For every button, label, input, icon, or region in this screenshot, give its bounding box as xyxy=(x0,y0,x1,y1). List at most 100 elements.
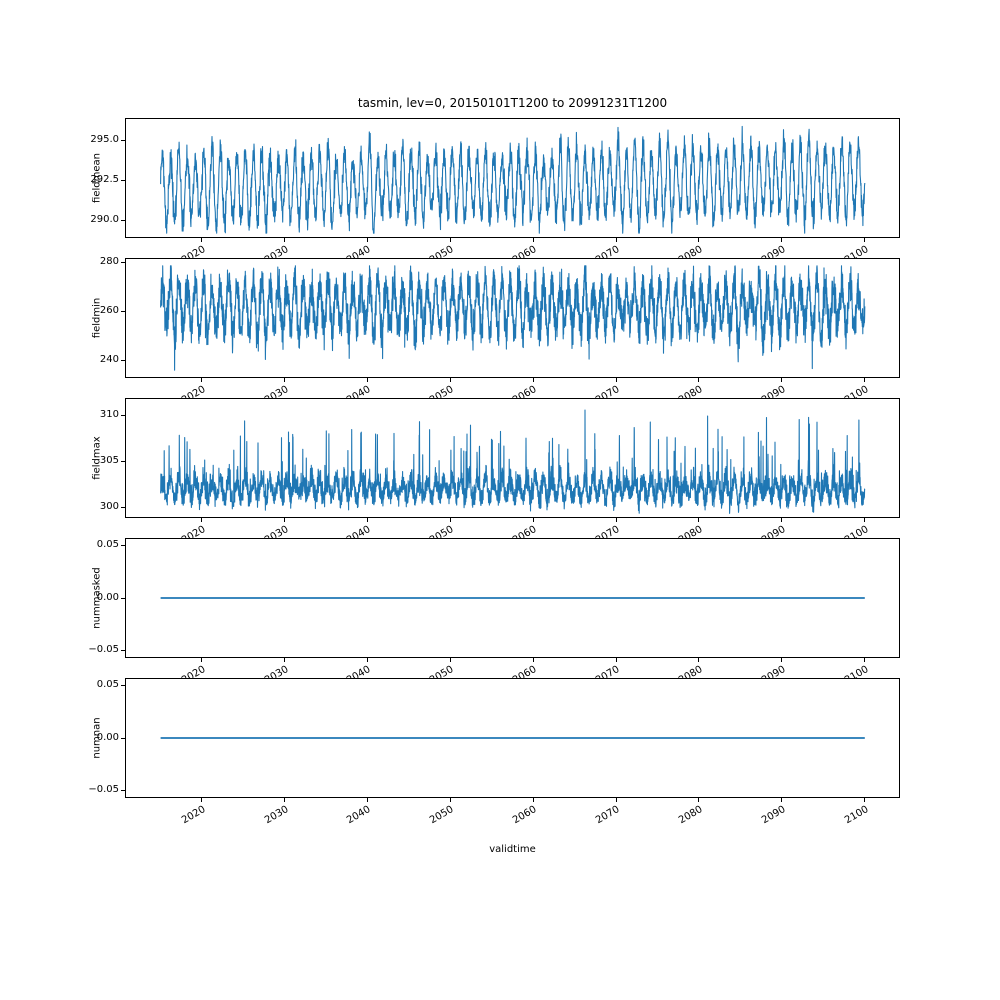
y-tick-mark xyxy=(121,789,125,791)
series-fieldmin xyxy=(160,265,866,371)
axes-spines xyxy=(125,398,900,518)
x-tick-mark xyxy=(284,798,286,802)
y-tick-label: 0.00 xyxy=(96,591,119,603)
y-tick-mark xyxy=(121,737,125,739)
y-tick-mark xyxy=(121,360,125,362)
y-tick-mark xyxy=(121,597,125,599)
y-tick-mark xyxy=(121,179,125,181)
y-tick-label: 260 xyxy=(99,305,119,317)
axes-spines xyxy=(125,538,900,658)
x-tick-mark xyxy=(449,798,451,802)
series-fieldmax xyxy=(160,409,866,514)
x-tick-mark xyxy=(698,798,700,802)
x-tick-mark xyxy=(201,798,203,802)
x-tick-label: 2030 xyxy=(262,804,291,827)
y-tick-label: 290.0 xyxy=(90,213,119,225)
y-tick-label: 292.5 xyxy=(90,173,119,185)
y-tick-label: 0.00 xyxy=(96,731,119,743)
x-tick-mark xyxy=(615,658,617,662)
x-tick-mark xyxy=(201,378,203,382)
x-tick-mark xyxy=(864,658,866,662)
x-tick-mark xyxy=(864,378,866,382)
axes-spines xyxy=(125,118,900,238)
y-axis-label-fieldmin: fieldmin xyxy=(91,297,103,339)
y-tick-mark xyxy=(121,506,125,508)
x-tick-mark xyxy=(615,378,617,382)
x-tick-mark xyxy=(449,238,451,242)
x-tick-mark xyxy=(284,238,286,242)
x-tick-label: 2100 xyxy=(842,804,871,827)
x-tick-mark xyxy=(449,658,451,662)
x-tick-label: 2050 xyxy=(428,804,456,827)
y-tick-mark xyxy=(121,311,125,313)
x-tick-mark xyxy=(366,378,368,382)
x-tick-mark xyxy=(781,798,783,802)
y-tick-mark xyxy=(121,414,125,416)
x-tick-mark xyxy=(615,518,617,522)
x-tick-mark xyxy=(781,238,783,242)
chart-title: tasmin, lev=0, 20150101T1200 to 20991231… xyxy=(357,96,668,110)
y-tick-label: 240 xyxy=(99,354,119,366)
series-fieldmean xyxy=(160,125,866,234)
x-tick-label: 2020 xyxy=(179,804,208,827)
x-tick-mark xyxy=(615,238,617,242)
x-tick-mark xyxy=(284,378,286,382)
y-tick-label: −0.05 xyxy=(88,643,119,655)
axes-spines xyxy=(125,258,900,378)
x-tick-mark xyxy=(532,518,534,522)
x-tick-mark xyxy=(366,798,368,802)
x-tick-label: 2040 xyxy=(345,804,373,827)
x-tick-mark xyxy=(781,518,783,522)
x-tick-mark xyxy=(449,518,451,522)
x-tick-mark xyxy=(201,658,203,662)
x-tick-label: 2090 xyxy=(759,804,788,827)
x-tick-mark xyxy=(864,518,866,522)
x-tick-mark xyxy=(532,378,534,382)
x-tick-label: 2060 xyxy=(511,804,539,827)
x-tick-mark xyxy=(366,238,368,242)
y-tick-label: −0.05 xyxy=(88,783,119,795)
x-tick-mark xyxy=(698,518,700,522)
y-tick-mark xyxy=(121,139,125,141)
x-tick-mark xyxy=(366,658,368,662)
y-tick-label: 305 xyxy=(99,454,119,466)
x-tick-mark xyxy=(781,658,783,662)
y-tick-mark xyxy=(121,460,125,462)
x-tick-mark xyxy=(698,658,700,662)
x-tick-mark xyxy=(449,378,451,382)
y-tick-mark xyxy=(121,262,125,264)
y-tick-mark xyxy=(121,545,125,547)
subplot-fieldmean xyxy=(125,118,900,238)
x-tick-label: 2070 xyxy=(594,804,622,827)
x-tick-mark xyxy=(366,518,368,522)
y-tick-label: 280 xyxy=(99,256,119,268)
x-tick-mark xyxy=(864,238,866,242)
x-tick-label: 2080 xyxy=(676,804,705,827)
subplot-nummasked xyxy=(125,538,900,658)
x-tick-mark xyxy=(781,378,783,382)
x-tick-mark xyxy=(201,518,203,522)
x-axis-title: validtime xyxy=(489,844,536,855)
x-tick-mark xyxy=(698,238,700,242)
subplot-fieldmin xyxy=(125,258,900,378)
y-tick-label: 300 xyxy=(99,500,119,512)
y-tick-label: 0.05 xyxy=(96,539,119,551)
x-tick-mark xyxy=(615,798,617,802)
axes-spines xyxy=(125,678,900,798)
x-tick-mark xyxy=(284,658,286,662)
x-tick-mark xyxy=(532,798,534,802)
x-tick-mark xyxy=(284,518,286,522)
y-tick-mark xyxy=(121,685,125,687)
x-tick-mark xyxy=(201,238,203,242)
x-tick-mark xyxy=(698,378,700,382)
subplot-fieldmax xyxy=(125,398,900,518)
x-tick-mark xyxy=(864,798,866,802)
y-tick-mark xyxy=(121,219,125,221)
y-tick-mark xyxy=(121,649,125,651)
y-tick-label: 310 xyxy=(99,408,119,420)
y-tick-label: 295.0 xyxy=(90,133,119,145)
y-tick-label: 0.05 xyxy=(96,679,119,691)
x-tick-mark xyxy=(532,238,534,242)
